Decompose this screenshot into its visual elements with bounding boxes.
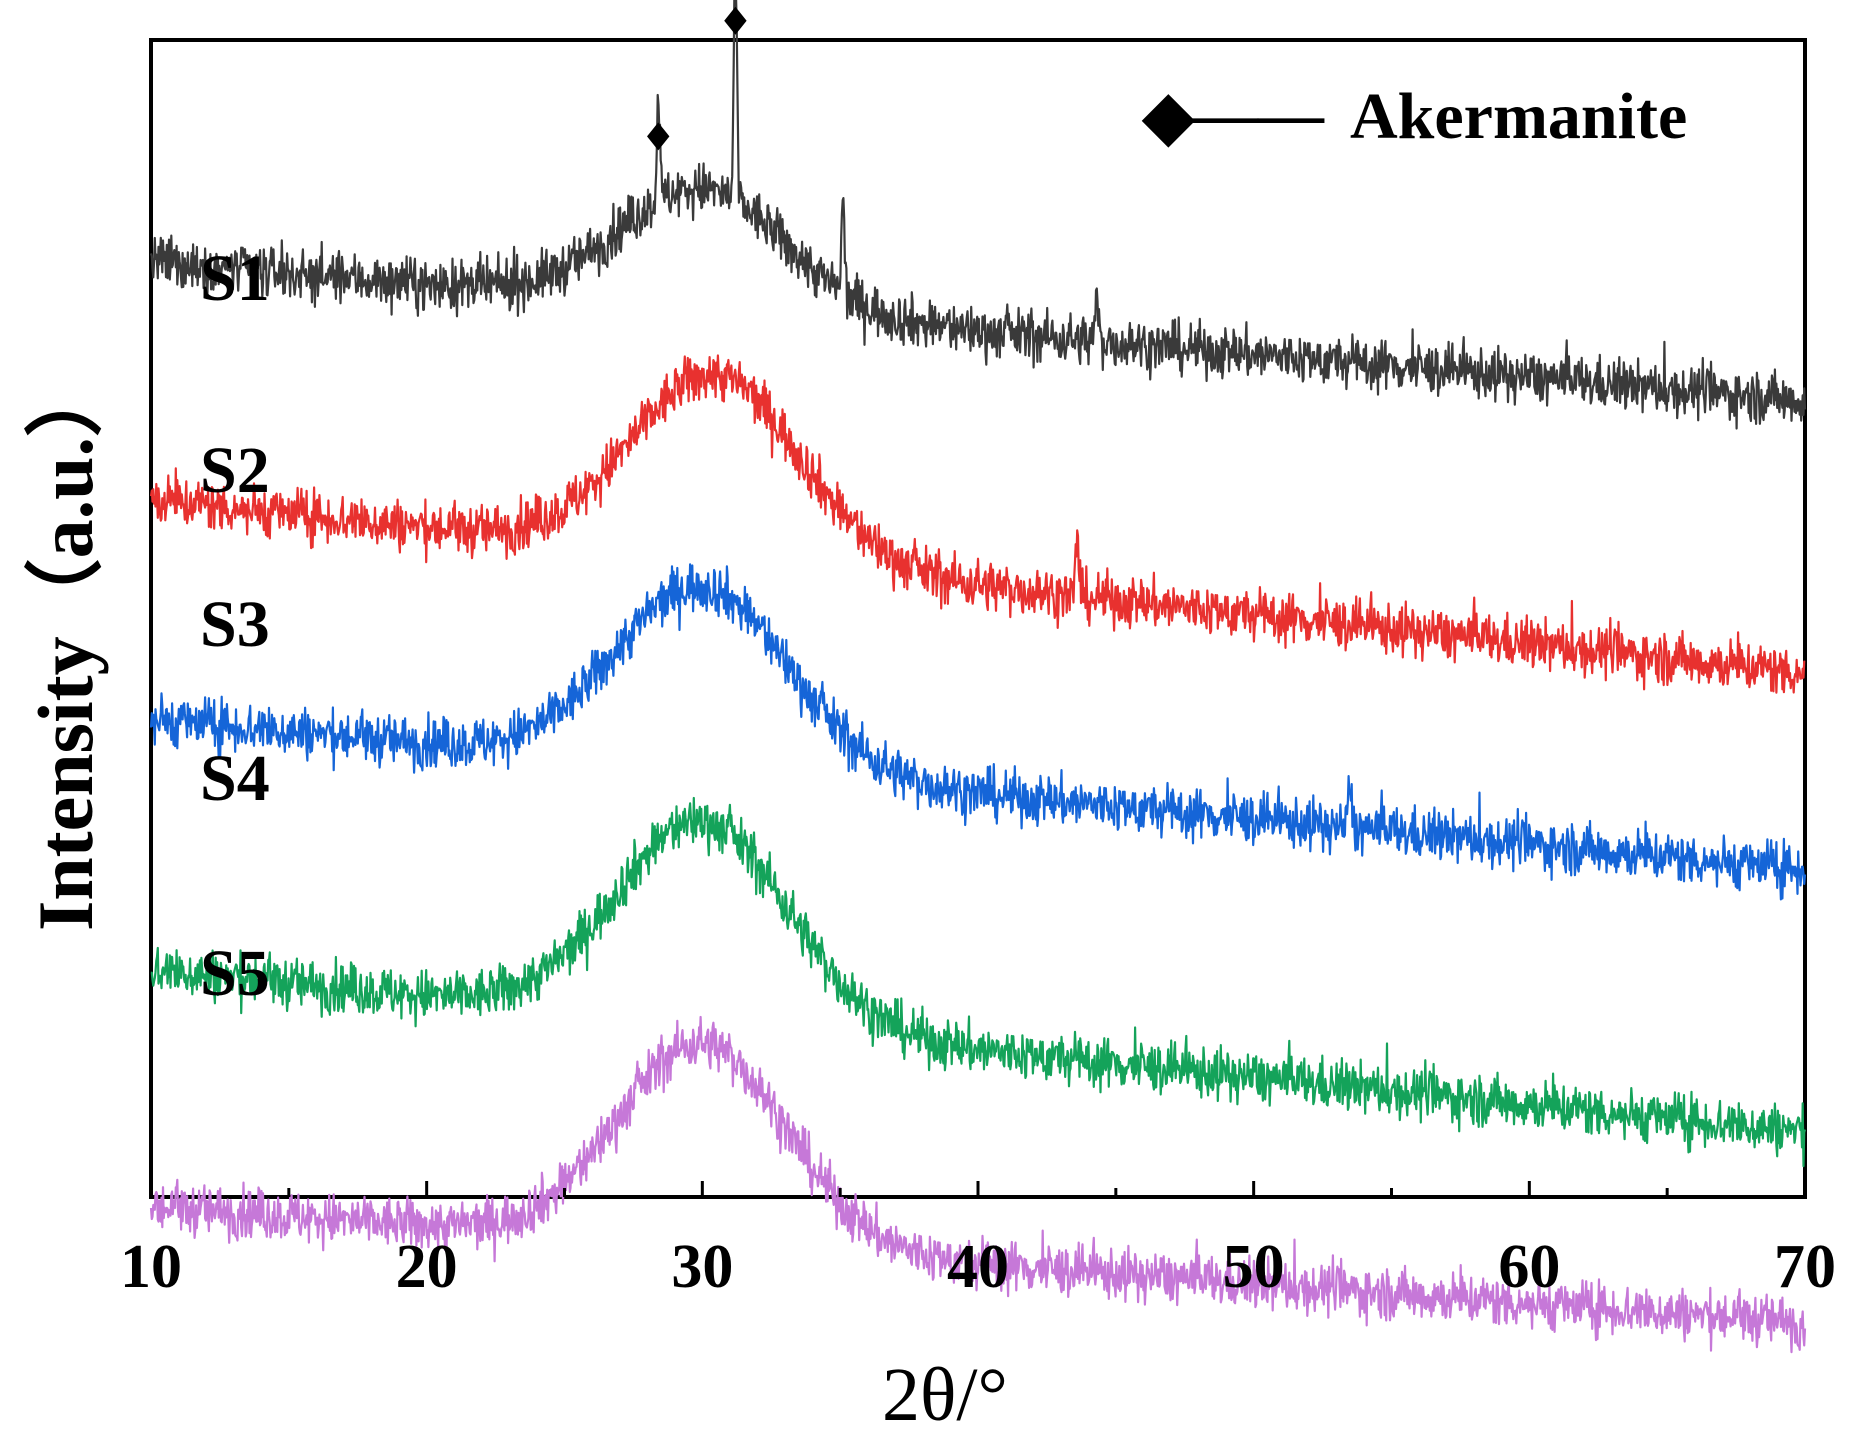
legend: ◆ —— Akermanite [1141, 78, 1687, 153]
akermanite-peak-marker [724, 6, 747, 35]
legend-marker: ◆ [1141, 80, 1196, 153]
series-line-s3 [149, 563, 1807, 901]
x-tick-label: 50 [1223, 1233, 1285, 1301]
x-tick-label: 70 [1774, 1233, 1836, 1301]
series-label-s1: S1 [200, 242, 270, 315]
x-axis-ticks: 10 20 30 40 50 60 70 [120, 1181, 1836, 1301]
series-label-s5: S5 [200, 937, 270, 1010]
series-line-s5 [149, 1015, 1807, 1354]
series-line-s4 [150, 796, 1807, 1168]
series-layer [149, 0, 1807, 1354]
series-labels: S1 S2 S3 S4 S5 [200, 242, 270, 1010]
y-axis-title: Intensity（a.u.） [22, 359, 109, 931]
legend-line: —— [1191, 78, 1325, 151]
series-label-s3: S3 [200, 588, 270, 661]
legend-label: Akermanite [1350, 80, 1687, 153]
x-tick-label: 40 [947, 1233, 1009, 1301]
series-label-s4: S4 [200, 742, 270, 815]
series-line-s1 [149, 0, 1807, 430]
peak-markers [647, 6, 747, 151]
plot-frame [149, 38, 1807, 1199]
x-tick-label: 60 [1498, 1233, 1560, 1301]
x-tick-label: 20 [396, 1233, 458, 1301]
akermanite-peak-marker [647, 122, 670, 151]
x-axis-title: 2θ/° [882, 1353, 1008, 1437]
x-tick-label: 10 [120, 1233, 182, 1301]
x-tick-label: 30 [671, 1233, 733, 1301]
series-label-s2: S2 [200, 434, 270, 507]
series-line-s2 [149, 354, 1806, 694]
